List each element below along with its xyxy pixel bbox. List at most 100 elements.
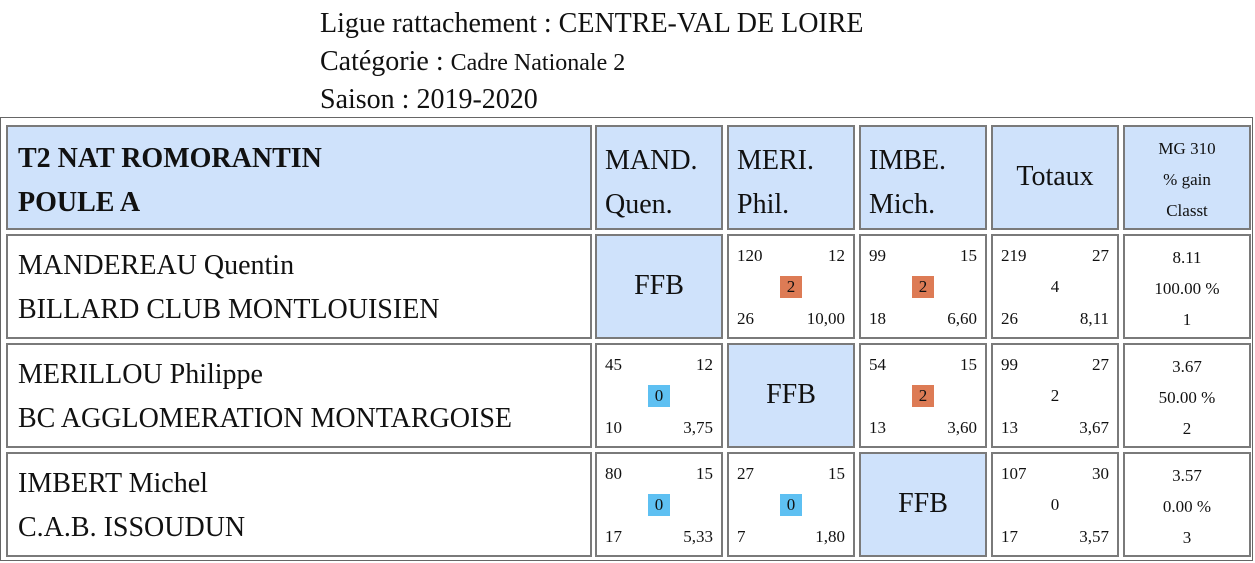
ligue-label: Ligue rattachement : (320, 8, 559, 39)
match-result-badge: 2 (780, 275, 802, 298)
column-header-meri: MERI. Phil. (727, 125, 855, 230)
match-points: 27 (737, 464, 754, 483)
saison-label: Saison : (320, 84, 417, 115)
mg-value: 3.67 (1172, 357, 1202, 376)
categorie-label: Catégorie : (320, 46, 451, 77)
player-name: MERILLOU Philippe (18, 359, 263, 390)
mg-value: 8.11 (1172, 248, 1202, 267)
total-result: 0 (1050, 494, 1060, 514)
totals-header: Totaux (991, 125, 1119, 230)
column-header-mand: MAND. Quen. (595, 125, 723, 230)
match-serie: 18 (869, 309, 886, 328)
match-serie: 7 (737, 527, 746, 546)
column-header-line1: MAND. (605, 145, 698, 176)
ffb-self-cell: FFB (727, 343, 855, 448)
match-reprises: 15 (960, 355, 977, 374)
match-reprises: 15 (828, 464, 845, 483)
classt-value: 3 (1182, 528, 1192, 547)
mg-label: MG 310 (1158, 139, 1216, 158)
ranking-cell: 8.11 100.00 % 1 (1123, 234, 1251, 339)
totals-cell: 107 30 0 17 3,57 (991, 452, 1119, 557)
total-reprises: 30 (1092, 464, 1109, 483)
total-points: 107 (1001, 464, 1027, 483)
ffb-self-cell: FFB (595, 234, 723, 339)
totals-cell: 219 27 4 26 8,11 (991, 234, 1119, 339)
player-cell: IMBERT Michel C.A.B. ISSOUDUN (6, 452, 592, 557)
poule-title: T2 NAT ROMORANTIN (18, 143, 322, 174)
match-result-badge: 0 (648, 384, 670, 407)
player-club: BILLARD CLUB MONTLOUISIEN (18, 294, 440, 325)
match-result-badge: 0 (780, 493, 802, 516)
total-reprises: 27 (1092, 246, 1109, 265)
match-serie: 13 (869, 418, 886, 437)
player-club: C.A.B. ISSOUDUN (18, 512, 246, 543)
column-header-line1: MERI. (737, 145, 814, 176)
match-moyenne: 1,80 (815, 527, 845, 546)
totals-cell: 99 27 2 13 3,67 (991, 343, 1119, 448)
match-moyenne: 3,60 (947, 418, 977, 437)
saison-line: Saison : 2019-2020 (320, 82, 538, 118)
match-moyenne: 5,33 (683, 527, 713, 546)
player-cell: MANDEREAU Quentin BILLARD CLUB MONTLOUIS… (6, 234, 592, 339)
gain-value: 0.00 % (1162, 497, 1212, 516)
match-reprises: 12 (696, 355, 713, 374)
player-club: BC AGGLOMERATION MONTARGOISE (18, 403, 512, 434)
player-cell: MERILLOU Philippe BC AGGLOMERATION MONTA… (6, 343, 592, 448)
match-score-cell: 99 15 2 18 6,60 (859, 234, 987, 339)
mg-header: MG 310 % gain Classt (1123, 125, 1251, 230)
total-result: 4 (1050, 276, 1060, 296)
poule-subtitle: POULE A (18, 187, 141, 218)
gain-label: % gain (1163, 170, 1211, 189)
column-header-line2: Phil. (737, 189, 790, 220)
match-points: 45 (605, 355, 622, 374)
column-header-line2: Mich. (869, 189, 936, 220)
classt-value: 1 (1182, 310, 1192, 329)
total-serie: 26 (1001, 309, 1018, 328)
total-moyenne: 3,67 (1079, 418, 1109, 437)
total-moyenne: 8,11 (1079, 309, 1109, 328)
total-moyenne: 3,57 (1079, 527, 1109, 546)
ranking-cell: 3.57 0.00 % 3 (1123, 452, 1251, 557)
match-serie: 17 (605, 527, 622, 546)
match-points: 54 (869, 355, 886, 374)
match-points: 80 (605, 464, 622, 483)
total-result: 2 (1050, 385, 1060, 405)
match-score-cell: 45 12 0 10 3,75 (595, 343, 723, 448)
categorie-line: Catégorie : Cadre Nationale 2 (320, 44, 625, 81)
ligue-value: CENTRE-VAL DE LOIRE (558, 8, 864, 39)
match-score-cell: 80 15 0 17 5,33 (595, 452, 723, 557)
gain-value: 50.00 % (1158, 388, 1216, 407)
column-header-imbe: IMBE. Mich. (859, 125, 987, 230)
poule-title-cell: T2 NAT ROMORANTIN POULE A (6, 125, 592, 230)
match-points: 120 (737, 246, 763, 265)
match-reprises: 12 (828, 246, 845, 265)
match-moyenne: 3,75 (683, 418, 713, 437)
match-result-badge: 2 (912, 384, 934, 407)
match-score-cell: 27 15 0 7 1,80 (727, 452, 855, 557)
categorie-value: Cadre Nationale 2 (450, 50, 626, 76)
classt-label: Classt (1166, 201, 1208, 220)
match-reprises: 15 (960, 246, 977, 265)
match-points: 99 (869, 246, 886, 265)
match-reprises: 15 (696, 464, 713, 483)
match-score-cell: 120 12 2 26 10,00 (727, 234, 855, 339)
player-name: IMBERT Michel (18, 468, 208, 499)
saison-value: 2019-2020 (416, 84, 538, 115)
match-moyenne: 6,60 (947, 309, 977, 328)
total-reprises: 27 (1092, 355, 1109, 374)
mg-value: 3.57 (1172, 466, 1202, 485)
match-moyenne: 10,00 (806, 309, 845, 328)
total-serie: 13 (1001, 418, 1018, 437)
ligue-line: Ligue rattachement : CENTRE-VAL DE LOIRE (320, 6, 864, 42)
ffb-self-cell: FFB (859, 452, 987, 557)
classt-value: 2 (1182, 419, 1192, 438)
gain-value: 100.00 % (1154, 279, 1220, 298)
column-header-line2: Quen. (605, 189, 673, 220)
match-result-badge: 0 (648, 493, 670, 516)
match-serie: 10 (605, 418, 622, 437)
match-score-cell: 54 15 2 13 3,60 (859, 343, 987, 448)
player-name: MANDEREAU Quentin (18, 250, 295, 281)
total-points: 219 (1001, 246, 1027, 265)
column-header-line1: IMBE. (869, 145, 946, 176)
total-serie: 17 (1001, 527, 1018, 546)
